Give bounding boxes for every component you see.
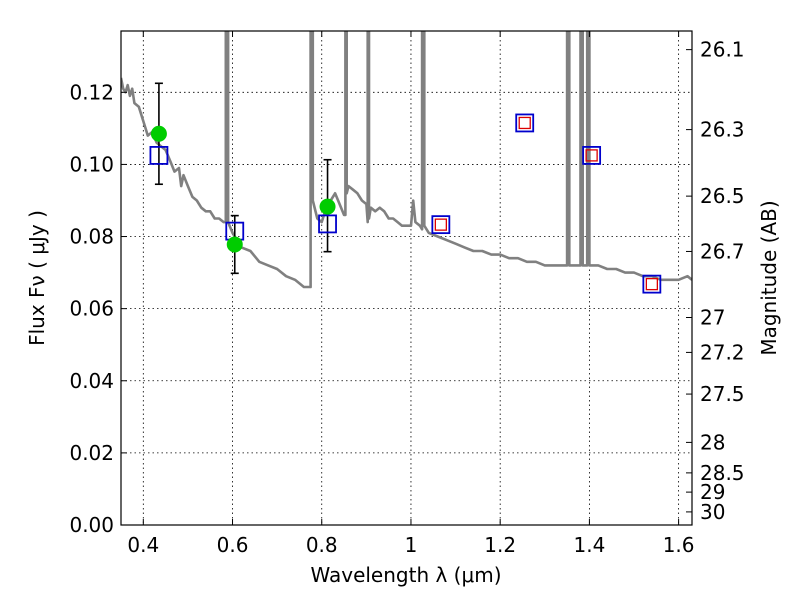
magnitude-tick-label: 26.7 — [700, 239, 745, 263]
magnitude-tick-label: 28 — [700, 430, 725, 454]
y-tick-label: 0.04 — [69, 369, 114, 393]
magnitude-tick-label: 30 — [700, 500, 725, 524]
axis-ticks: 0.4 0.6 0.8 1 1.2 1.4 1.6 0.00 0.02 0.04 0.06 0.08 0… — [69, 31, 745, 557]
y-tick-label: 0.12 — [69, 80, 114, 104]
y-tick-label: 0.02 — [69, 441, 114, 465]
y-tick-label: 0.10 — [69, 152, 114, 176]
x-tick-label: 0.4 — [127, 533, 159, 557]
grid-lines — [121, 31, 692, 525]
x-axis-label: Wavelength λ (μm) — [310, 563, 501, 587]
magnitude-tick-label: 29 — [700, 480, 725, 504]
magnitude-tick-label: 27 — [700, 305, 725, 329]
model-flux-square-blue — [582, 146, 602, 165]
model-flux-square-blue — [642, 274, 662, 294]
y-tick-label: 0.06 — [69, 297, 114, 321]
model-flux-square-red — [585, 149, 598, 162]
x-tick-label: 1.6 — [663, 533, 695, 557]
x-tick-label: 1.4 — [573, 533, 605, 557]
x-tick-label: 1 — [405, 533, 418, 557]
observed-flux-point — [226, 236, 243, 253]
y-axis-label: Flux Fν ( μJy ) — [25, 210, 49, 346]
magnitude-axis-label: Magnitude (AB) — [757, 200, 781, 355]
model-flux-square-blue — [515, 113, 535, 133]
y-tick-label: 0.08 — [69, 225, 114, 249]
axes-frame — [120, 30, 693, 526]
model-flux-square-blue — [149, 146, 169, 165]
magnitude-tick-label: 28.5 — [700, 461, 745, 485]
sed-model-line — [121, 31, 692, 289]
model-flux-square-blue — [318, 214, 337, 234]
y-tick-label: 0.00 — [69, 513, 114, 537]
observed-flux-point — [150, 125, 167, 142]
observed-flux-point — [319, 198, 336, 215]
model-flux-square-red — [518, 116, 531, 130]
magnitude-tick-label: 27.5 — [700, 382, 745, 406]
model-flux-square-blue — [431, 215, 451, 235]
model-flux-square-red — [645, 277, 659, 291]
magnitude-tick-label: 26.5 — [700, 184, 745, 208]
magnitude-tick-label: 26.1 — [700, 38, 745, 62]
magnitude-tick-label: 26.3 — [700, 118, 745, 142]
model-flux-square-red — [434, 218, 447, 231]
plot-area — [121, 31, 692, 294]
x-tick-label: 1.2 — [484, 533, 516, 557]
x-tick-label: 0.8 — [306, 533, 338, 557]
magnitude-tick-label: 27.2 — [700, 340, 745, 364]
x-tick-label: 0.6 — [217, 533, 249, 557]
